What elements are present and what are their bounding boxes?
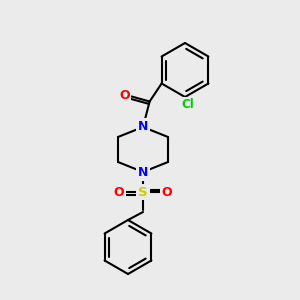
Text: O: O <box>162 185 172 199</box>
Text: Cl: Cl <box>182 98 194 112</box>
Text: N: N <box>138 119 148 133</box>
Text: N: N <box>138 167 148 179</box>
Text: S: S <box>138 185 148 199</box>
Text: O: O <box>119 89 130 102</box>
Text: O: O <box>114 185 124 199</box>
